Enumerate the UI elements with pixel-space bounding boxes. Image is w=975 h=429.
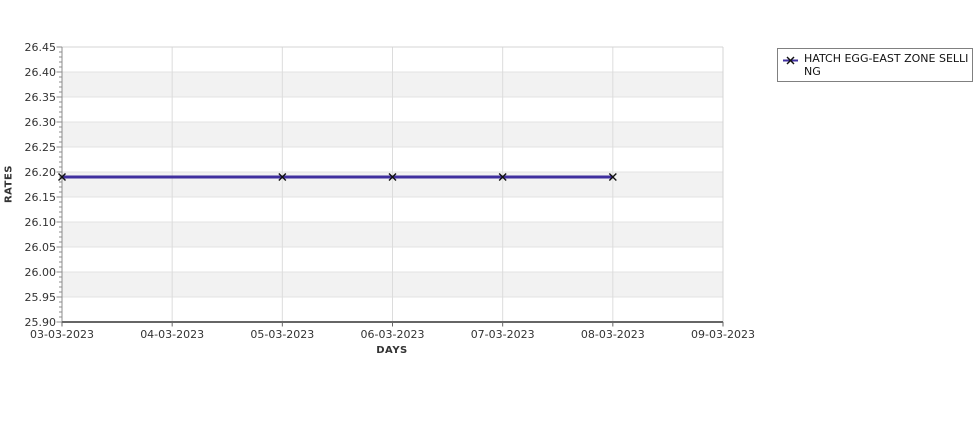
y-axis-title: RATES xyxy=(3,164,15,204)
x-tick-label: 09-03-2023 xyxy=(691,328,755,341)
y-tick-label: 26.45 xyxy=(24,40,57,54)
x-tick-label: 05-03-2023 xyxy=(250,328,315,341)
x-tick-label: 03-03-2023 xyxy=(30,328,94,341)
data-point-marker xyxy=(388,173,397,181)
y-tick-label: 26.10 xyxy=(24,215,57,229)
y-tick-label: 25.90 xyxy=(24,315,57,329)
x-tick-label: 04-03-2023 xyxy=(140,328,205,341)
data-point-marker xyxy=(498,173,507,181)
legend-series-marker-icon xyxy=(783,56,798,65)
y-tick-label: 26.05 xyxy=(24,240,57,254)
data-point-marker xyxy=(608,173,617,181)
x-tick-label: 08-03-2023 xyxy=(580,328,645,341)
data-point-marker xyxy=(278,173,287,181)
y-tick-label: 26.15 xyxy=(24,190,57,204)
y-tick-label: 25.95 xyxy=(24,290,57,304)
y-tick-label: 26.30 xyxy=(24,115,57,129)
x-axis-title: DAYS xyxy=(376,345,408,356)
y-tick-label: 26.35 xyxy=(24,90,57,104)
legend-box[interactable]: HATCH EGG-EAST ZONE SELLING xyxy=(777,48,973,82)
data-point-marker xyxy=(58,173,66,181)
x-tick-label: 06-03-2023 xyxy=(360,328,425,341)
y-tick-label: 26.25 xyxy=(24,140,57,154)
y-tick-label: 26.40 xyxy=(24,65,57,79)
x-tick-label: 07-03-2023 xyxy=(470,328,535,341)
legend-series-label: HATCH EGG-EAST ZONE SELLING xyxy=(804,52,969,78)
y-tick-label: 26.20 xyxy=(24,165,57,179)
y-tick-label: 26.00 xyxy=(24,265,57,279)
